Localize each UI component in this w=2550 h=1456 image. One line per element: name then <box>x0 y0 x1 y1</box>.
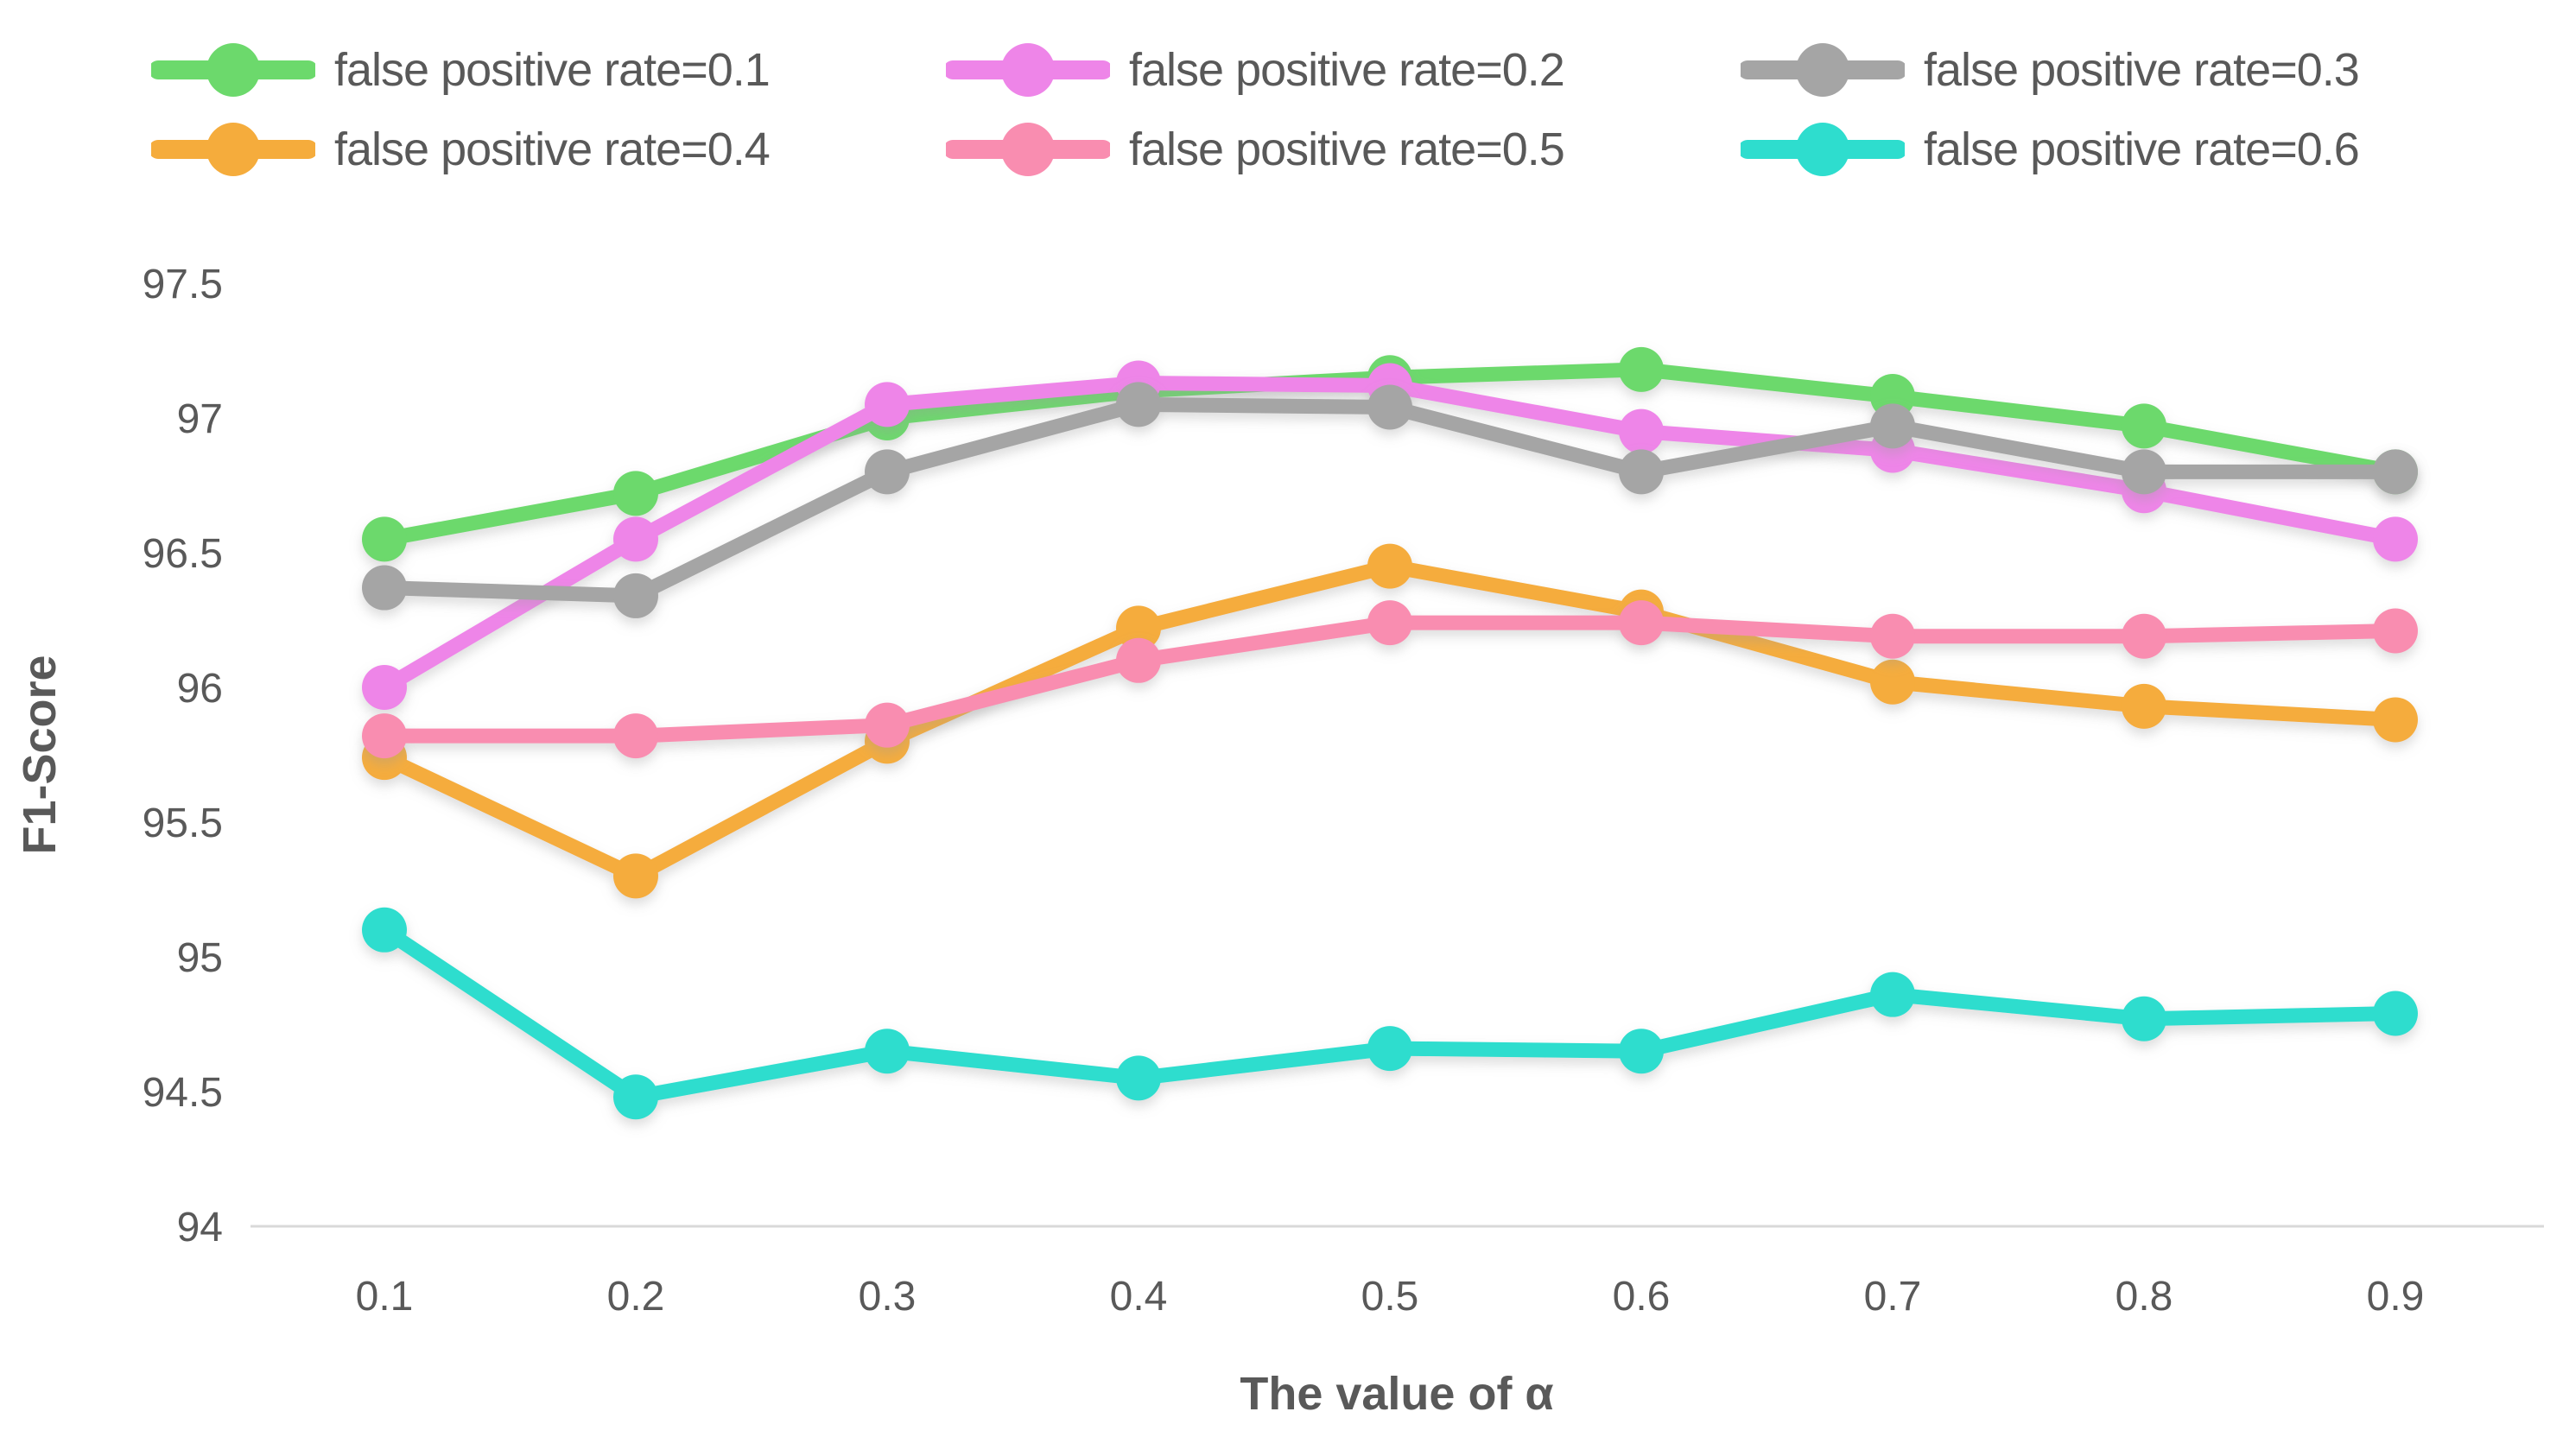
legend-marker-dot <box>1796 43 1849 97</box>
legend-marker-dot <box>206 43 260 97</box>
data-point-marker <box>362 665 407 710</box>
y-tick-label: 95 <box>177 935 223 981</box>
data-point-marker <box>1619 449 1664 495</box>
data-point-marker <box>362 713 407 759</box>
legend-marker-dot <box>1001 43 1055 97</box>
legend-line-marker-icon <box>946 43 1110 97</box>
legend-marker-dot <box>206 123 260 176</box>
x-tick-label: 0.1 <box>356 1274 414 1320</box>
y-tick-label: 94.5 <box>143 1070 223 1116</box>
data-point-marker <box>2122 996 2166 1041</box>
legend-label: false positive rate=0.6 <box>1924 123 2360 175</box>
data-point-marker <box>613 713 658 759</box>
x-tick-label: 0.5 <box>1361 1274 1419 1320</box>
data-point-marker <box>1619 408 1664 454</box>
data-point-marker <box>2122 683 2166 729</box>
data-point-marker <box>1367 543 1412 589</box>
x-tick-label: 0.8 <box>2115 1274 2173 1320</box>
data-point-marker <box>613 471 658 516</box>
legend-item: false positive rate=0.6 <box>1741 121 2535 178</box>
data-point-marker <box>2373 697 2418 743</box>
series-0.3 <box>362 382 2418 618</box>
data-point-marker <box>1870 613 1915 659</box>
data-point-marker <box>865 1029 910 1074</box>
data-point-marker <box>1619 600 1664 646</box>
legend-item: false positive rate=0.1 <box>151 41 946 98</box>
legend-label: false positive rate=0.2 <box>1129 44 1565 96</box>
legend-row: false positive rate=0.1 false positive ra… <box>151 41 2535 98</box>
legend-row: false positive rate=0.4 false positive ra… <box>151 121 2535 178</box>
data-point-marker <box>613 853 658 899</box>
data-point-marker <box>865 702 910 748</box>
data-point-marker <box>2373 608 2418 654</box>
x-tick-label: 0.9 <box>2367 1274 2425 1320</box>
legend-label: false positive rate=0.3 <box>1924 44 2360 96</box>
legend-label: false positive rate=0.1 <box>334 44 771 96</box>
data-point-marker <box>2373 991 2418 1036</box>
legend-label: false positive rate=0.4 <box>334 123 771 175</box>
legend-item: false positive rate=0.2 <box>946 41 1741 98</box>
y-tick-label: 96.5 <box>143 531 223 577</box>
y-axis-title: F1-Score <box>14 655 66 854</box>
data-point-marker <box>1870 403 1915 449</box>
legend-line-marker-icon <box>946 123 1110 176</box>
x-tick-label: 0.7 <box>1864 1274 1922 1320</box>
series-0.5 <box>362 600 2418 759</box>
x-tick-label: 0.6 <box>1613 1274 1671 1320</box>
data-point-marker <box>1870 659 1915 705</box>
data-point-marker <box>865 382 910 427</box>
data-point-marker <box>362 565 407 611</box>
data-point-marker <box>2373 449 2418 495</box>
y-tick-label: 97 <box>177 396 223 442</box>
data-point-marker <box>1870 972 1915 1017</box>
data-point-marker <box>362 907 407 953</box>
data-point-marker <box>1367 384 1412 430</box>
data-point-marker <box>865 449 910 495</box>
data-point-marker <box>1367 600 1412 646</box>
legend-line-marker-icon <box>1741 123 1905 176</box>
legend-line-marker-icon <box>151 43 315 97</box>
data-point-marker <box>1116 605 1161 651</box>
x-tick-label: 0.2 <box>607 1274 665 1320</box>
data-point-marker <box>2122 449 2166 495</box>
data-point-marker <box>2122 403 2166 449</box>
data-point-marker <box>362 516 407 562</box>
y-tick-label: 94 <box>177 1205 223 1250</box>
data-point-marker <box>2373 516 2418 562</box>
data-point-marker <box>613 516 658 562</box>
x-tick-label: 0.4 <box>1110 1274 1168 1320</box>
series-0.4 <box>362 543 2418 899</box>
legend-line-marker-icon <box>1741 43 1905 97</box>
x-axis-title: The value of α <box>1240 1368 1553 1420</box>
x-tick-label: 0.3 <box>859 1274 917 1320</box>
chart-legend: false positive rate=0.1 false positive ra… <box>151 41 2535 178</box>
data-point-marker <box>613 573 658 618</box>
data-point-marker <box>2122 613 2166 659</box>
data-point-marker <box>1619 1029 1664 1074</box>
data-point-marker <box>1116 1055 1161 1101</box>
legend-marker-dot <box>1796 123 1849 176</box>
legend-label: false positive rate=0.5 <box>1129 123 1565 175</box>
series-line <box>377 922 2403 1105</box>
legend-item: false positive rate=0.3 <box>1741 41 2535 98</box>
y-tick-label: 97.5 <box>143 262 223 307</box>
series-0.6 <box>362 907 2418 1120</box>
y-tick-label: 95.5 <box>143 801 223 846</box>
legend-line-marker-icon <box>151 123 315 176</box>
legend-item: false positive rate=0.4 <box>151 121 946 178</box>
data-point-marker <box>613 1074 658 1120</box>
legend-marker-dot <box>1001 123 1055 176</box>
data-point-marker <box>1116 382 1161 427</box>
legend-item: false positive rate=0.5 <box>946 121 1741 178</box>
data-point-marker <box>1619 346 1664 392</box>
data-point-marker <box>1367 1026 1412 1072</box>
y-tick-label: 96 <box>177 666 223 712</box>
data-point-marker <box>1116 637 1161 683</box>
